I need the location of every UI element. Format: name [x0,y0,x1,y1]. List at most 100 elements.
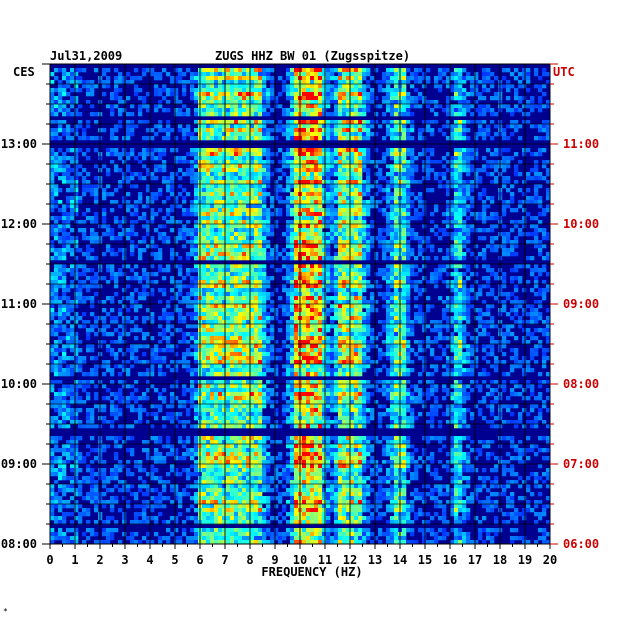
heatmap-cell [394,200,399,205]
heatmap-cell [458,200,463,205]
heatmap-cell [210,236,215,241]
heatmap-cell [410,76,415,81]
heatmap-cell [134,204,139,209]
heatmap-cell [518,228,523,233]
heatmap-cell [50,224,55,229]
heatmap-cell [78,196,83,201]
heatmap-cell [234,120,239,125]
heatmap-cell [334,304,339,309]
heatmap-cell [106,184,111,189]
heatmap-cell [430,188,435,193]
heatmap-cell [306,220,311,225]
heatmap-cell [222,232,227,237]
heatmap-cell [430,152,435,157]
heatmap-cell [318,172,323,177]
heatmap-cell [510,84,515,89]
heatmap-cell [322,104,327,109]
heatmap-cell [290,72,295,77]
heatmap-cell [230,80,235,85]
heatmap-cell [210,132,215,137]
heatmap-cell [290,244,295,249]
heatmap-cell [218,284,223,289]
heatmap-cell [254,192,259,197]
heatmap-cell [154,124,159,129]
heatmap-cell [118,112,123,117]
heatmap-cell [294,196,299,201]
heatmap-cell [174,112,179,117]
heatmap-cell [402,228,407,233]
heatmap-cell [214,272,219,277]
heatmap-cell [190,300,195,305]
heatmap-cell [470,148,475,153]
heatmap-cell [254,104,259,109]
heatmap-cell [70,168,75,173]
heatmap-cell [202,280,207,285]
heatmap-cell [210,304,215,309]
heatmap-cell [502,68,507,73]
heatmap-cell [334,264,339,269]
heatmap-cell [350,220,355,225]
heatmap-cell [258,148,263,153]
heatmap-cell [118,312,123,317]
heatmap-cell [462,288,467,293]
heatmap-cell [62,212,67,217]
heatmap-cell [74,240,79,245]
heatmap-cell [370,244,375,249]
heatmap-cell [258,216,263,221]
heatmap-cell [62,72,67,77]
heatmap-cell [458,280,463,285]
heatmap-cell [358,184,363,189]
heatmap-cell [342,200,347,205]
heatmap-cell [450,76,455,81]
heatmap-cell [402,68,407,73]
heatmap-cell [50,216,55,221]
heatmap-cell [158,104,163,109]
heatmap-cell [142,248,147,253]
heatmap-cell [118,120,123,125]
heatmap-cell [110,232,115,237]
heatmap-cell [402,108,407,113]
heatmap-cell [462,192,467,197]
heatmap-cell [330,156,335,161]
heatmap-cell [434,160,439,165]
heatmap-cell [402,188,407,193]
heatmap-cell [322,136,327,141]
heatmap-cell [334,292,339,297]
heatmap-cell [426,236,431,241]
heatmap-cell [54,296,59,301]
heatmap-cell [118,124,123,129]
heatmap-cell [338,244,343,249]
heatmap-cell [210,92,215,97]
heatmap-cell [322,216,327,221]
heatmap-cell [458,88,463,93]
heatmap-cell [246,160,251,165]
heatmap-cell [174,92,179,97]
heatmap-cell [406,304,411,309]
heatmap-cell [210,288,215,293]
heatmap-cell [442,68,447,73]
heatmap-cell [454,176,459,181]
heatmap-cell [546,180,551,185]
heatmap-cell [210,188,215,193]
heatmap-cell [66,164,71,169]
heatmap-cell [90,276,95,281]
heatmap-cell [386,96,391,101]
heatmap-cell [86,252,91,257]
heatmap-cell [394,84,399,89]
heatmap-cell [130,248,135,253]
heatmap-cell [206,292,211,297]
heatmap-cell [74,244,79,249]
heatmap-cell [418,316,423,321]
heatmap-cell [286,200,291,205]
heatmap-cell [118,236,123,241]
heatmap-cell [522,308,527,313]
heatmap-cell [438,88,443,93]
heatmap-cell [218,112,223,117]
heatmap-cell [466,160,471,165]
heatmap-cell [150,316,155,321]
heatmap-cell [306,160,311,165]
heatmap-cell [194,228,199,233]
heatmap-cell [434,176,439,181]
heatmap-cell [90,228,95,233]
